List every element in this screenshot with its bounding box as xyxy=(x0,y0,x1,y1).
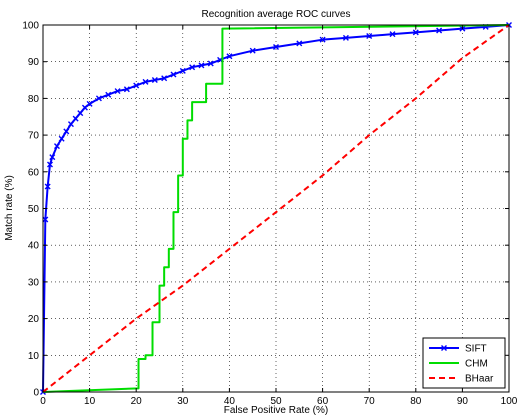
series-group xyxy=(40,22,512,395)
data-point-sift xyxy=(86,100,93,107)
data-point-sift xyxy=(95,95,102,102)
y-tick-label: 80 xyxy=(28,94,40,105)
data-point-sift xyxy=(123,86,130,93)
data-point-sift xyxy=(63,128,70,135)
ticks: 0 10 20 30 40 50 60 70 80 90 100 0 10 20 30 40 50 60 70 80 9… xyxy=(22,21,517,408)
y-tick-label: 30 xyxy=(28,277,40,288)
data-point-sift xyxy=(67,121,74,128)
data-point-sift xyxy=(77,110,84,117)
chart-title: Recognition average ROC curves xyxy=(202,9,351,20)
data-point-sift xyxy=(151,77,158,84)
y-tick-label: 0 xyxy=(33,388,39,399)
data-point-sift xyxy=(49,154,56,161)
data-point-sift xyxy=(198,62,205,69)
x-tick-label: 10 xyxy=(84,396,96,407)
x-tick-label: 20 xyxy=(131,396,143,407)
data-point-sift xyxy=(142,78,149,85)
data-point-sift xyxy=(133,82,140,89)
data-point-sift xyxy=(105,91,112,98)
series-line-chm xyxy=(42,24,510,393)
data-point-sift xyxy=(342,34,349,41)
data-point-sift xyxy=(179,67,186,74)
legend-label-chm: CHM xyxy=(465,359,488,370)
grid xyxy=(43,25,509,392)
data-point-sift xyxy=(226,53,233,60)
x-tick-label: 60 xyxy=(317,396,329,407)
y-tick-label: 50 xyxy=(28,204,40,215)
y-tick-label: 20 xyxy=(28,314,40,325)
data-point-sift xyxy=(53,143,60,150)
data-point-sift xyxy=(207,60,214,67)
data-point-sift xyxy=(42,216,49,223)
x-tick-label: 80 xyxy=(410,396,422,407)
y-tick-label: 10 xyxy=(28,351,40,362)
data-point-sift xyxy=(161,75,168,82)
data-point-sift xyxy=(249,47,256,54)
data-point-sift xyxy=(114,88,121,95)
legend-marker-sift xyxy=(441,345,447,351)
y-axis-label: Match rate (%) xyxy=(4,175,15,241)
legend: SIFT CHM BHaar xyxy=(422,337,506,389)
y-tick-label: 100 xyxy=(22,21,39,32)
y-tick-label: 60 xyxy=(28,167,40,178)
data-point-sift xyxy=(44,183,51,190)
data-point-sift xyxy=(389,31,396,38)
y-tick-label: 90 xyxy=(28,57,40,68)
x-tick-label: 50 xyxy=(270,396,282,407)
x-tick-label: 100 xyxy=(501,396,517,407)
x-tick-label: 40 xyxy=(224,396,236,407)
y-tick-label: 70 xyxy=(28,131,40,142)
x-tick-label: 90 xyxy=(457,396,469,407)
data-point-sift xyxy=(436,27,443,34)
x-tick-label: 70 xyxy=(364,396,376,407)
x-axis-label: False Positive Rate (%) xyxy=(224,405,328,416)
series-line-sift xyxy=(42,24,510,393)
data-point-sift xyxy=(46,161,53,168)
data-point-sift xyxy=(58,135,65,142)
x-tick-label: 0 xyxy=(40,396,46,407)
data-point-sift xyxy=(366,33,373,40)
data-point-sift xyxy=(72,115,79,122)
data-point-sift xyxy=(273,44,279,51)
data-point-sift xyxy=(412,29,419,36)
data-point-sift xyxy=(296,40,303,47)
legend-label-bhaar: BHaar xyxy=(465,374,494,385)
series-line-bhaar xyxy=(42,24,510,393)
data-point-sift xyxy=(81,104,88,111)
legend-label-sift: SIFT xyxy=(465,344,487,355)
y-tick-label: 40 xyxy=(28,241,40,252)
data-point-sift xyxy=(170,71,177,78)
data-point-sift xyxy=(319,36,326,43)
data-point-sift xyxy=(189,64,196,71)
x-tick-label: 30 xyxy=(177,396,189,407)
